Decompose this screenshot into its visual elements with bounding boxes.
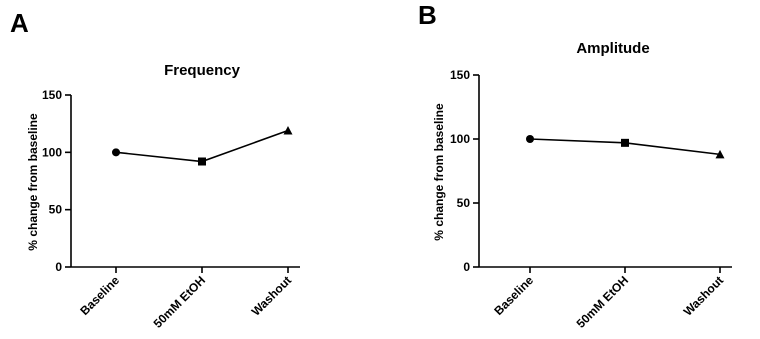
y-tick-label: 150	[450, 68, 470, 82]
series-line	[115, 129, 289, 163]
x-tick-label: Washout	[249, 273, 294, 318]
data-point-triangle	[283, 126, 293, 135]
data-point-triangle	[715, 149, 725, 159]
chart-title-frequency: Frequency	[164, 62, 241, 79]
panel-letter-b: B	[418, 0, 437, 30]
x-tick-label: Baseline	[77, 273, 122, 318]
y-tick-label: 50	[49, 203, 63, 217]
data-point-square	[621, 138, 629, 147]
x-tick-label: Washout	[681, 273, 726, 318]
y-tick-label: 0	[55, 260, 62, 274]
y-tick-label: 150	[42, 88, 62, 102]
chart-amplitude: B Amplitude % change from baseline 0 50 10…	[418, 0, 732, 331]
data-point-circle	[112, 148, 120, 157]
y-tick-label: 50	[457, 196, 471, 210]
y-axis-label: % change from baseline	[26, 113, 40, 251]
plot-area: 0 50 100 150 Baseline 50mM EtOH Washout	[42, 88, 300, 331]
y-axis-label: % change from baseline	[432, 103, 446, 241]
plot-area: 0 50 100 150 Baseline 50mM EtOH Washout	[450, 68, 732, 331]
panel-letter-a: A	[10, 8, 29, 38]
y-tick-label: 0	[463, 260, 470, 274]
x-tick-label: Baseline	[491, 273, 536, 318]
y-tick-label: 100	[42, 145, 62, 159]
y-tick-label: 100	[450, 132, 470, 146]
data-point-circle	[526, 135, 534, 143]
chart-title-amplitude: Amplitude	[576, 40, 649, 57]
x-tick-label: 50mM EtOH	[574, 273, 632, 331]
x-tick-label: 50mM EtOH	[151, 273, 209, 331]
data-point-square	[198, 157, 206, 166]
chart-frequency: A Frequency % change from baseline 0 50 10…	[10, 8, 300, 331]
